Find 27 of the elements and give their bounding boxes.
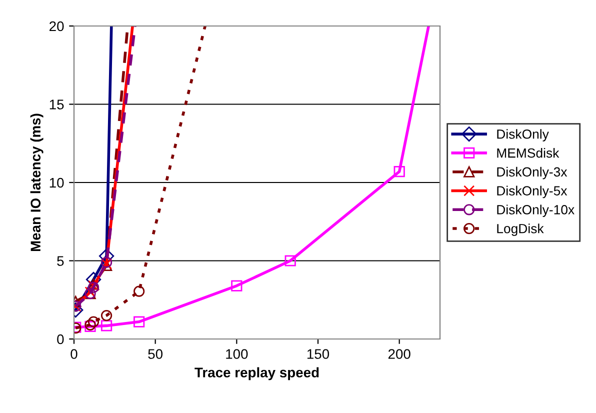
x-tick-label: 50 [148, 349, 163, 359]
point [231, 280, 242, 292]
legend-label: DiskOnly [497, 129, 549, 142]
x-tick-label: 100 [226, 349, 248, 359]
point [134, 286, 145, 297]
x-tick-label: 0 [70, 349, 78, 359]
point [394, 166, 405, 178]
y-tick-label: 10 [50, 178, 64, 188]
x-tick-label: 150 [307, 349, 330, 359]
x-tick-label: 200 [388, 349, 410, 359]
legend-label: DiskOnly-5x [497, 186, 568, 198]
point [284, 255, 296, 266]
x-axis-title: Trace replay speed [194, 367, 319, 380]
point [98, 248, 114, 264]
point [134, 316, 145, 328]
y-tick-label: 15 [50, 100, 64, 110]
legend-label: DiskOnly-10x [497, 204, 574, 217]
y-tick-label: 0 [57, 334, 64, 344]
legend-label: MEMSdisk [497, 148, 560, 158]
point [100, 320, 112, 332]
legend-label: LogDisk [497, 224, 544, 236]
y-tick-label: 5 [57, 256, 64, 266]
y-tick-label: 20 [50, 21, 64, 32]
point [100, 310, 112, 322]
y-axis-title: Mean IO latency (ms) [30, 114, 44, 252]
point [88, 316, 100, 328]
legend-label: DiskOnly-3x [497, 166, 568, 180]
